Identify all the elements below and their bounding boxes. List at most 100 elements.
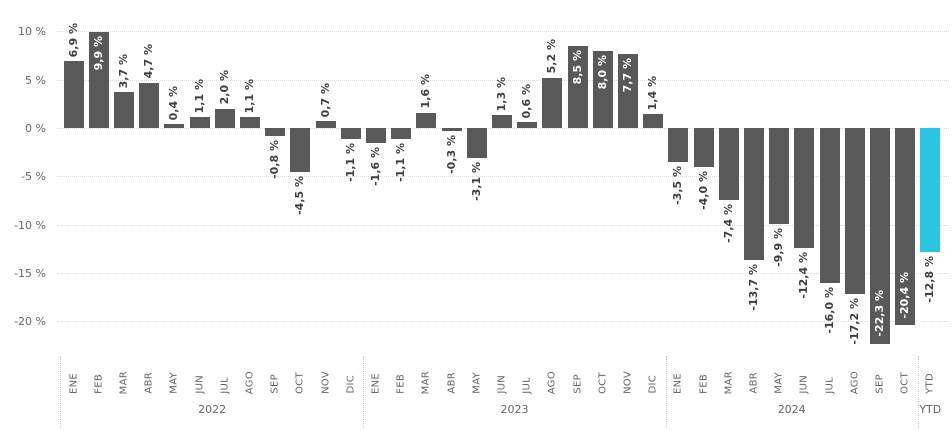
bar-2024-feb: -4,0 % [693, 128, 714, 210]
month-label: AGO [244, 370, 256, 394]
value-label: -4,0 % [696, 170, 710, 210]
value-label: -1,1 % [394, 142, 408, 182]
gridline [57, 128, 949, 129]
year-separator [363, 356, 365, 428]
value-label: -4,5 % [293, 175, 307, 215]
bar-2024-mar: -7,4 % [718, 128, 739, 242]
bar-2024-ago: -17,2 % [844, 128, 865, 345]
y-axis-tick-label: 0 % [25, 122, 46, 135]
value-label: 3,7 % [116, 53, 130, 89]
value-label: -1,1 % [343, 142, 357, 182]
bar-2022-ene: 6,9 % [63, 23, 84, 128]
value-label: 4,7 % [142, 44, 156, 79]
value-label: -0,3 % [444, 134, 458, 174]
bar-2023-nov: 7,7 % [617, 53, 638, 128]
month-label: OCT [597, 372, 609, 394]
month-label: SEP [874, 374, 886, 394]
value-label: -22,3 % [872, 290, 886, 337]
value-label: -9,9 % [772, 227, 786, 267]
bar-2023-abr: -0,3 % [441, 128, 462, 174]
bar-2023-dic: 1,4 % [643, 76, 664, 128]
month-label: ABR [446, 372, 457, 394]
bar-2023-sep: 8,5 % [567, 45, 588, 128]
month-label: SEP [572, 374, 583, 394]
year-label: YTD [919, 403, 942, 416]
bar-2023-mar: 1,6 % [416, 74, 437, 128]
gridline [57, 321, 949, 323]
value-label: -12,8 % [923, 255, 937, 303]
month-label: MAY [168, 372, 180, 394]
year-label: 2022 [198, 403, 227, 416]
value-label: 8,0 % [595, 54, 609, 89]
bar-2022-jun: 1,1 % [189, 79, 210, 128]
month-label: OCT [294, 372, 306, 394]
bar-ytd-ytd: -12,8 % [920, 128, 941, 302]
gridline [57, 79, 949, 81]
bar-2023-ago: 5,2 % [542, 39, 563, 128]
bar-2022-may: 0,4 % [164, 86, 185, 128]
value-label: -17,2 % [847, 298, 861, 345]
bar-2024-may: -9,9 % [769, 128, 790, 267]
y-axis-tick-label: -15 % [14, 267, 46, 281]
month-label: AGO [849, 370, 861, 394]
value-label: -12,4 % [797, 251, 811, 299]
bar-2024-ene: -3,5 % [668, 128, 689, 205]
month-label: NOV [622, 371, 634, 394]
value-label: 1,3 % [494, 77, 508, 112]
value-label: -20,4 % [898, 271, 912, 319]
value-label: -16,0 % [822, 286, 836, 334]
value-label: 2,0 % [217, 70, 231, 105]
value-label: 0,6 % [520, 83, 534, 119]
value-label: 0,7 % [318, 82, 332, 118]
bar-2023-may: -3,1 % [466, 128, 487, 201]
year-label: 2023 [500, 403, 529, 416]
month-label: YTD [924, 373, 936, 394]
value-label: 8,5 % [570, 49, 584, 85]
value-label: 7,7 % [620, 57, 634, 92]
year-label: 2024 [777, 403, 806, 416]
value-label: 1,6 % [419, 74, 433, 109]
month-label: ENE [68, 372, 79, 394]
month-label: JUN [496, 375, 508, 394]
y-axis-tick-label: 10 % [18, 25, 46, 39]
value-label: -1,6 % [368, 147, 382, 187]
bar-2022-jul: 2,0 % [214, 70, 235, 128]
gridline [57, 176, 949, 178]
month-label: DIC [345, 375, 357, 394]
value-label: 5,2 % [545, 39, 559, 74]
month-label: ABR [143, 372, 155, 394]
year-separator [917, 356, 919, 428]
month-label: MAR [118, 370, 130, 394]
month-label: ENE [672, 372, 684, 394]
value-label: 9,9 % [91, 36, 105, 71]
bar-2023-jun: 1,3 % [491, 77, 512, 128]
month-label: FEB [698, 374, 709, 394]
value-label: 6,9 % [66, 22, 80, 58]
month-label: ENE [370, 372, 382, 394]
value-label: 1,1 % [242, 79, 256, 114]
value-label: -0,8 % [268, 139, 282, 179]
bar-2024-jun: -12,4 % [794, 128, 815, 298]
value-label: -3,5 % [671, 165, 685, 205]
month-label: JUN [798, 375, 810, 394]
bar-2022-abr: 4,7 % [139, 44, 160, 128]
bar-2024-sep: -22,3 % [869, 128, 890, 344]
bar-2024-abr: -13,7 % [743, 128, 764, 311]
bar-2023-feb: -1,1 % [391, 128, 412, 182]
bar-2022-feb: 9,9 % [88, 32, 109, 128]
month-label: NOV [320, 371, 331, 394]
month-label: JUL [521, 377, 533, 394]
month-label: MAY [471, 372, 483, 394]
bar-2022-sep: -0,8 % [265, 128, 286, 179]
value-label: -7,4 % [721, 203, 735, 243]
value-label: 0,4 % [167, 85, 181, 121]
bar-2023-ene: -1,6 % [365, 128, 386, 186]
bar-2023-oct: 8,0 % [592, 50, 613, 128]
month-label: JUN [194, 375, 205, 394]
gridline [57, 224, 949, 226]
month-label: SEP [269, 374, 281, 394]
bar-2022-nov: 0,7 % [315, 83, 336, 128]
month-label: FEB [93, 374, 105, 394]
